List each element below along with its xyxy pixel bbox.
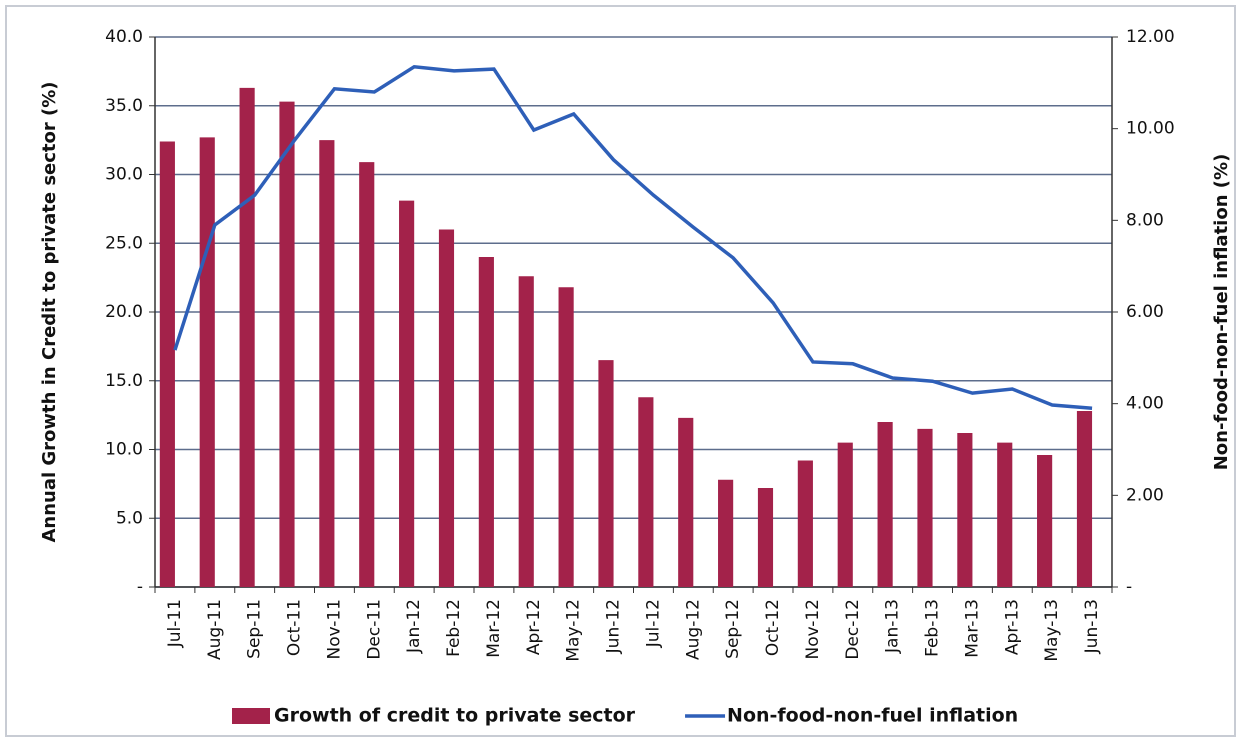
x-tick-label: Nov-12 (803, 599, 823, 660)
y2-tick-label: 10.00 (1126, 119, 1175, 139)
x-tick-label: Apr-12 (524, 599, 544, 655)
y-axis-label: Annual Growth in Credit to private secto… (39, 81, 60, 542)
x-tick-label: Feb-12 (444, 599, 464, 657)
y-tick-label: 20.0 (105, 302, 143, 322)
bar (359, 162, 375, 587)
bar (239, 87, 255, 587)
x-tick-label: May-12 (564, 599, 584, 662)
x-tick-label: Oct-12 (763, 599, 783, 656)
bar (678, 417, 694, 587)
x-tick-label: Apr-13 (1002, 599, 1022, 655)
x-tick-label: Mar-13 (962, 599, 982, 658)
x-tick-label: Feb-13 (923, 599, 943, 657)
bar (1076, 411, 1093, 587)
bar (718, 479, 734, 587)
y-tick-label: 30.0 (105, 165, 143, 185)
y2-tick-label: 8.00 (1126, 210, 1164, 230)
x-tick-label: Oct-11 (285, 599, 305, 656)
y2-tick-label: 6.00 (1126, 302, 1164, 322)
y2-tick-label: 4.00 (1126, 394, 1164, 414)
bar (638, 397, 654, 587)
legend-swatch (232, 708, 270, 724)
y2-tick-label: 12.00 (1126, 27, 1175, 47)
y-tick-label: 15.0 (105, 371, 143, 391)
x-tick-label: Aug-11 (205, 599, 225, 660)
bar (399, 200, 415, 587)
x-tick-label: Sep-11 (245, 599, 265, 659)
bar (757, 488, 774, 587)
bar (518, 276, 534, 587)
x-tick-label: Jul-12 (643, 599, 663, 648)
x-tick-label: Jul-11 (165, 599, 185, 648)
y-tick-label: 40.0 (105, 27, 143, 47)
bar (957, 433, 973, 587)
x-tick-label: Dec-11 (364, 599, 384, 660)
bar (438, 229, 455, 587)
bar (159, 141, 175, 587)
y-tick-label: - (137, 577, 143, 597)
y2-axis-label: Non-food-non-fuel inflation (%) (1211, 154, 1232, 471)
bar (997, 442, 1013, 587)
bar (917, 428, 933, 587)
line (173, 64, 1093, 410)
bar (1037, 455, 1053, 587)
y-tick-label: 25.0 (105, 233, 143, 253)
x-tick-label: Sep-12 (723, 599, 743, 659)
bar (199, 137, 215, 587)
x-tick-label: Jun-13 (1082, 599, 1102, 654)
x-tick-label: Jun-12 (604, 599, 624, 654)
x-tick-label: Dec-12 (843, 599, 863, 660)
bar (558, 287, 574, 587)
y-tick-label: 10.0 (105, 440, 143, 460)
bar (478, 257, 494, 587)
y2-tick-label: 2.00 (1126, 485, 1164, 505)
bar (837, 442, 853, 587)
bar (279, 101, 295, 587)
y-tick-label: 35.0 (105, 96, 143, 116)
bar (598, 360, 614, 587)
legend-label: Growth of credit to private sector (274, 705, 636, 727)
y2-tick-label: - (1126, 577, 1132, 597)
bar (319, 140, 335, 587)
x-tick-label: Jan-12 (404, 599, 424, 654)
legend-label: Non-food-non-fuel inflation (727, 705, 1018, 727)
x-tick-label: May-13 (1042, 599, 1062, 662)
x-tick-label: Aug-12 (683, 599, 703, 660)
x-tick-label: Nov-11 (324, 599, 344, 660)
bar (877, 422, 893, 587)
x-tick-label: Jan-13 (883, 599, 903, 654)
y-tick-label: 5.0 (116, 508, 143, 528)
x-tick-label: Mar-12 (484, 599, 504, 658)
bar (797, 460, 813, 587)
